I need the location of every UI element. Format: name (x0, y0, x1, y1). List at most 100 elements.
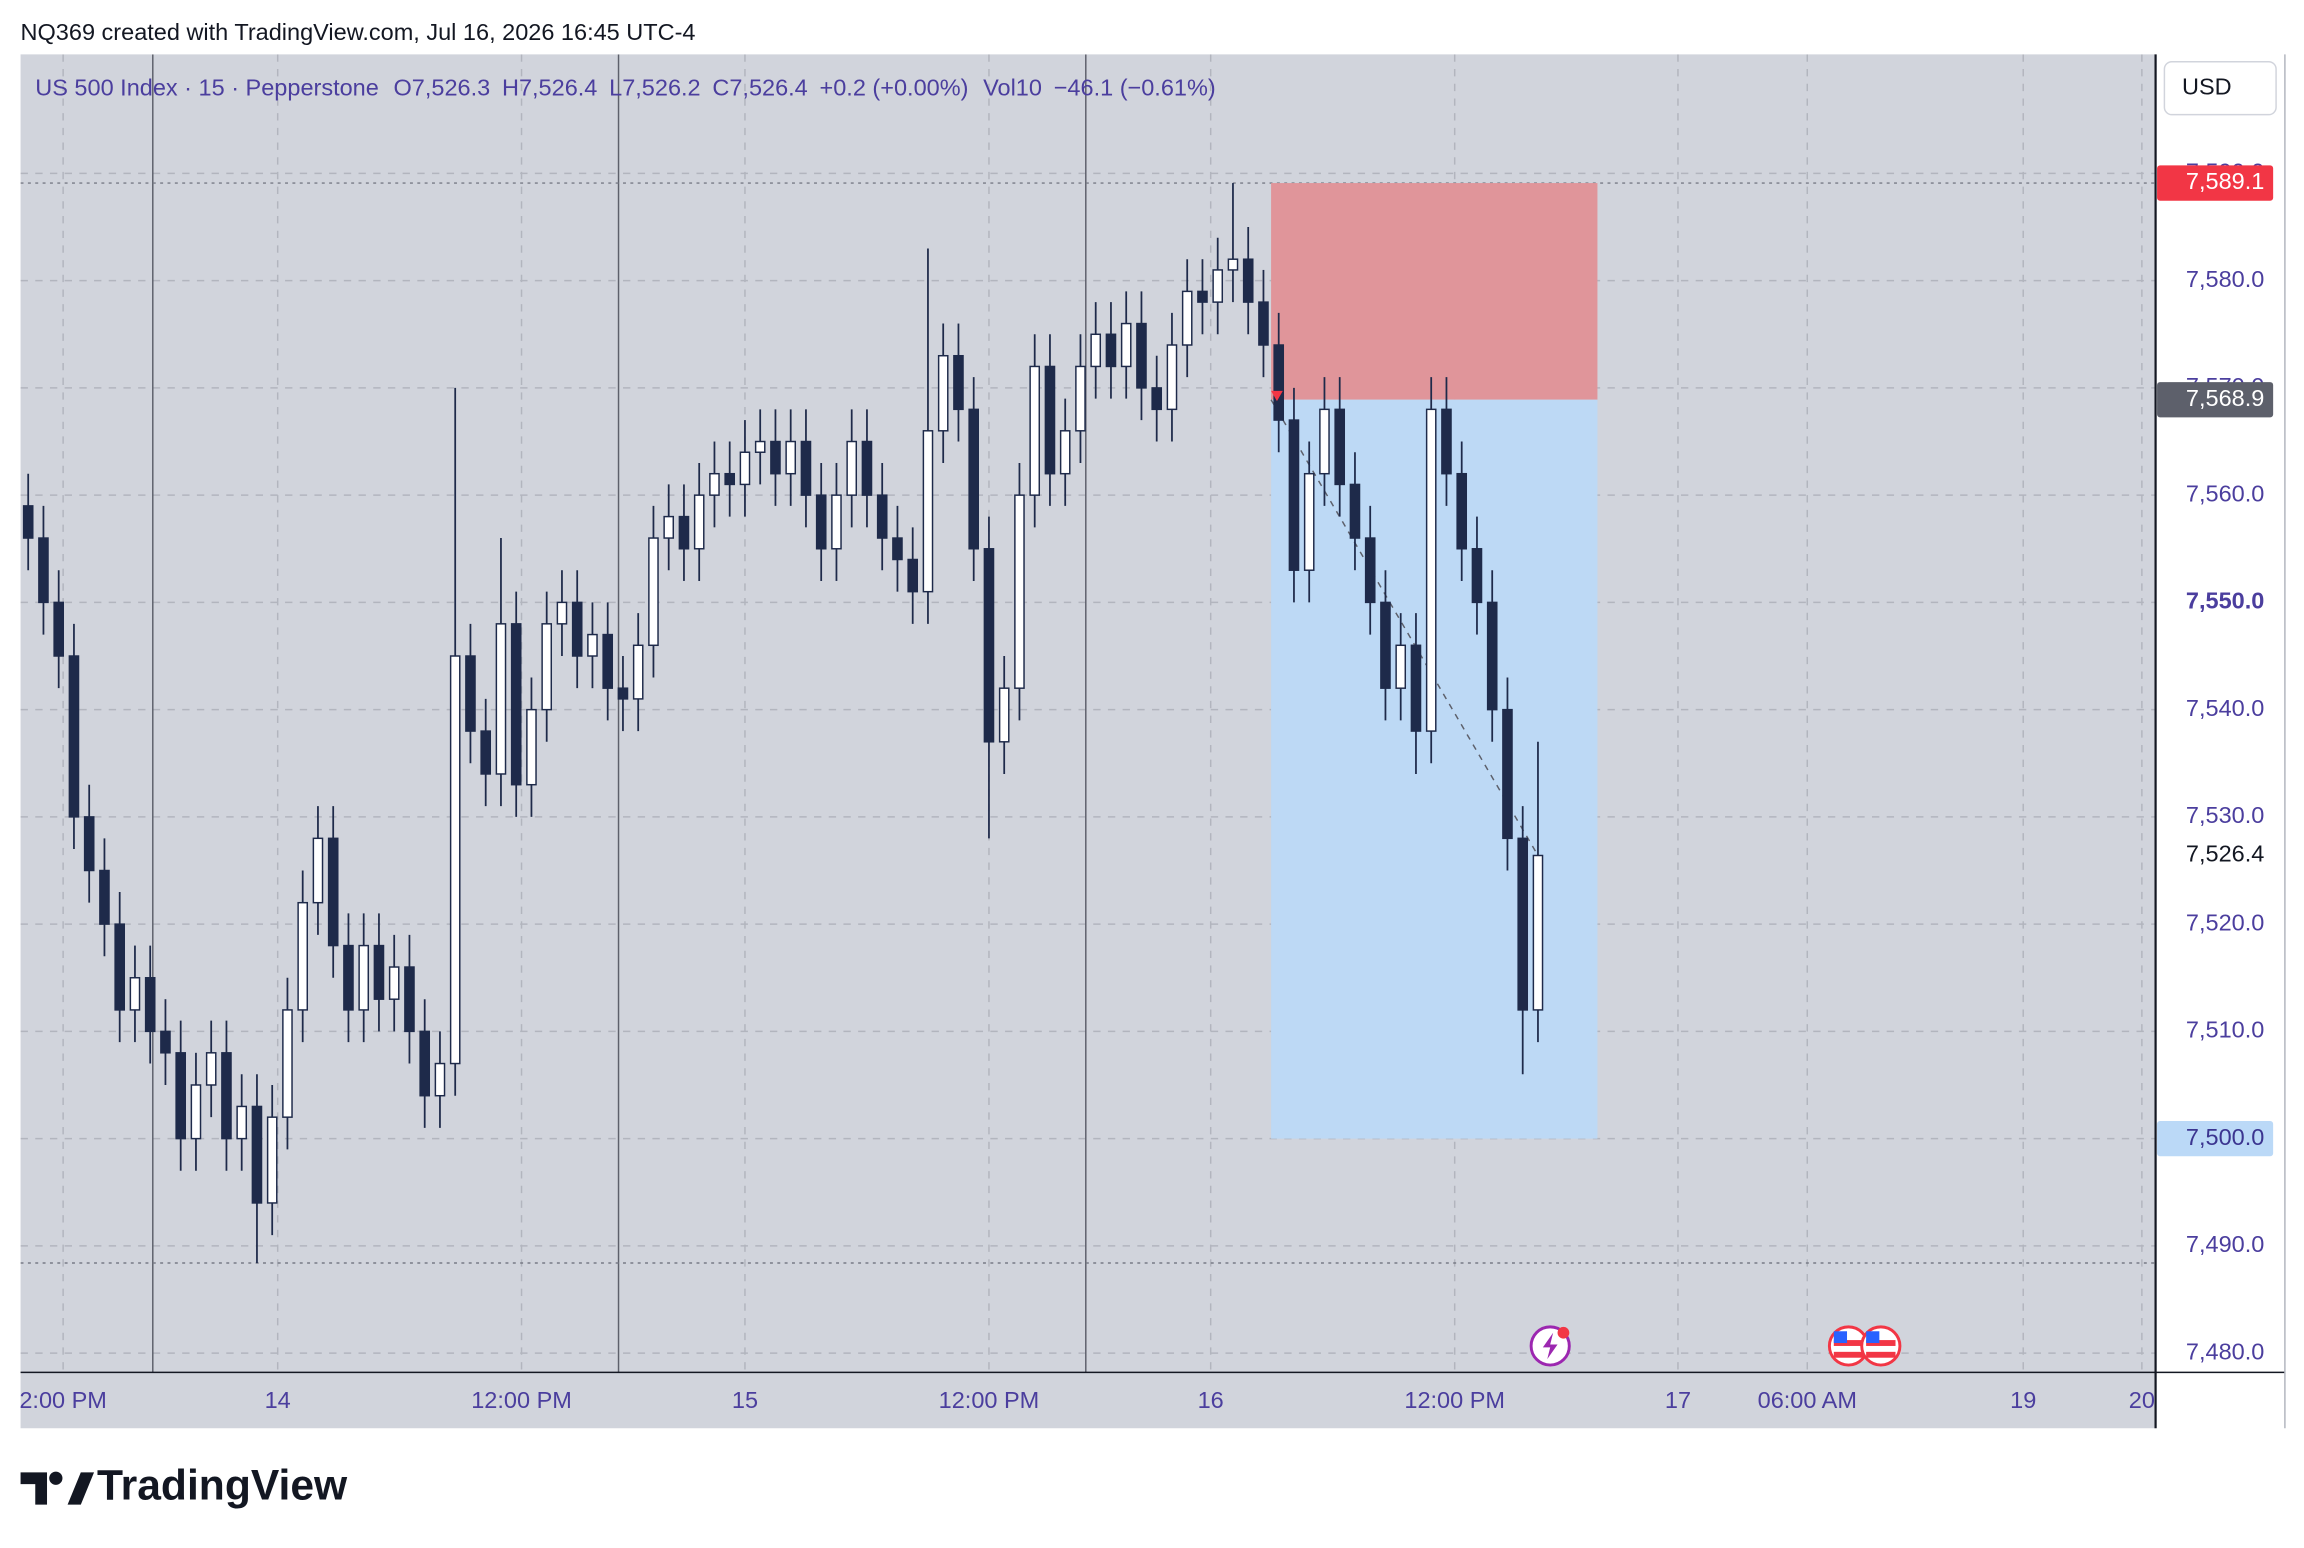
candle-body (709, 472, 720, 496)
candle-body (388, 966, 400, 1000)
candle-body (160, 1030, 171, 1054)
last-price-label: 7,526.4 (2186, 841, 2264, 867)
currency-button[interactable]: USD (2163, 60, 2277, 116)
candle-body (1380, 601, 1391, 689)
x-tick-label: 14 (265, 1387, 291, 1413)
flag-stripe (1833, 1340, 1864, 1346)
flag-stripe (1833, 1351, 1864, 1358)
legend-o: 7,526.3 (412, 75, 490, 101)
candle-body (526, 708, 537, 786)
target-price-label-box (2157, 1120, 2274, 1157)
x-tick-label: 20 (2129, 1387, 2155, 1413)
logo-mark (49, 1471, 63, 1485)
price-axis-background (2155, 54, 2285, 1429)
candle-body (99, 869, 110, 925)
candle-body (1181, 290, 1193, 346)
candle-body (953, 354, 964, 411)
candle-body (831, 494, 842, 550)
candle-body (221, 1052, 232, 1140)
entry-price-label: 7,568.9 (2186, 385, 2264, 411)
candle-body (190, 1084, 202, 1140)
y-tick-label: 7,530.0 (2186, 802, 2264, 828)
y-tick-label: 7,490.0 (2186, 1231, 2264, 1257)
legend-c-label: C (712, 75, 729, 101)
flag-canton (1833, 1331, 1848, 1344)
candle-body (1319, 408, 1330, 475)
logo-mark (67, 1472, 95, 1505)
candle-body (266, 1116, 278, 1204)
candle-body (907, 558, 919, 593)
stop-zone (1271, 183, 1598, 400)
logo-mark (20, 1472, 48, 1505)
trade-path (1270, 399, 1539, 856)
candle-body (724, 472, 736, 486)
candle-body (587, 633, 598, 657)
candle-body (1059, 430, 1071, 475)
candle-body (480, 730, 492, 775)
candle-body (510, 623, 522, 786)
legend-c: 7,526.4 (729, 75, 807, 101)
candle-body (1258, 301, 1269, 346)
candle-body (678, 515, 690, 550)
plot-background (20, 54, 2156, 1429)
event-icon-glyph (1542, 1332, 1558, 1360)
x-tick-label: 19 (2010, 1387, 2036, 1413)
x-tick-label: 15 (732, 1387, 758, 1413)
currency-label[interactable]: USD (2182, 73, 2232, 99)
candle-body (1075, 365, 1086, 432)
grid-layer (20, 54, 2156, 1373)
candle-body (770, 440, 781, 475)
candle-body (22, 505, 34, 539)
x-tick-label: 16 (1198, 1387, 1224, 1413)
legend-h-label: H (502, 75, 519, 101)
candle-body (144, 977, 156, 1033)
candle-body (648, 537, 659, 647)
candle-body (1441, 408, 1452, 475)
candle-body (83, 816, 95, 872)
last-price-label-box (2157, 837, 2274, 874)
candle-body (1349, 483, 1361, 539)
candle-body (465, 655, 476, 732)
candle-body (175, 1052, 187, 1140)
legend-vol: 10 (1016, 75, 1042, 101)
candle-body (1166, 344, 1178, 411)
y-tick-label: 7,510.0 (2186, 1017, 2264, 1043)
candle-body (312, 837, 324, 904)
candle-body (358, 944, 370, 1011)
candle-body (449, 655, 461, 1065)
candle-body (937, 354, 949, 432)
candle-body (663, 515, 675, 539)
brand-logo: TradingView (20, 1462, 348, 1510)
entry-marker (1271, 390, 1283, 402)
candle-body (282, 1009, 293, 1118)
candle-body (1227, 258, 1239, 271)
candle-body (1471, 548, 1483, 604)
candle-body (1425, 408, 1437, 732)
currency-button-box[interactable] (2163, 60, 2277, 116)
candle-body (251, 1105, 263, 1204)
event-icon-dot (1557, 1326, 1570, 1339)
candle-body (53, 601, 65, 657)
candle-layer (22, 183, 1544, 1264)
legend: US 500 Index · 15 · Pepperstone O7,526.3 H… (35, 75, 1215, 101)
candle-body (1029, 365, 1041, 496)
candle-body (892, 537, 903, 561)
candle-body (602, 633, 614, 689)
event-icons (1529, 1325, 1902, 1367)
candle-body (693, 494, 705, 550)
candle-body (846, 440, 858, 496)
candle-body (739, 451, 751, 486)
y-tick-label: 7,560.0 (2186, 480, 2264, 506)
flag-canton (1866, 1331, 1880, 1344)
candle-body (1456, 472, 1468, 550)
price-axis: 7,480.0 7,490.0 7,500.0 7,510.0 7,520.0 7,530… (2157, 159, 2274, 1364)
candle-body (68, 655, 80, 818)
x-tick-label: 12:00 PM (1404, 1387, 1505, 1413)
candle-body (983, 548, 995, 743)
candle-body (861, 440, 873, 496)
candle-body (236, 1105, 248, 1140)
candle-body (1242, 258, 1254, 303)
x-tick-label: 12:00 PM (939, 1387, 1040, 1413)
candle-body (1197, 290, 1208, 303)
candle-body (800, 440, 812, 496)
